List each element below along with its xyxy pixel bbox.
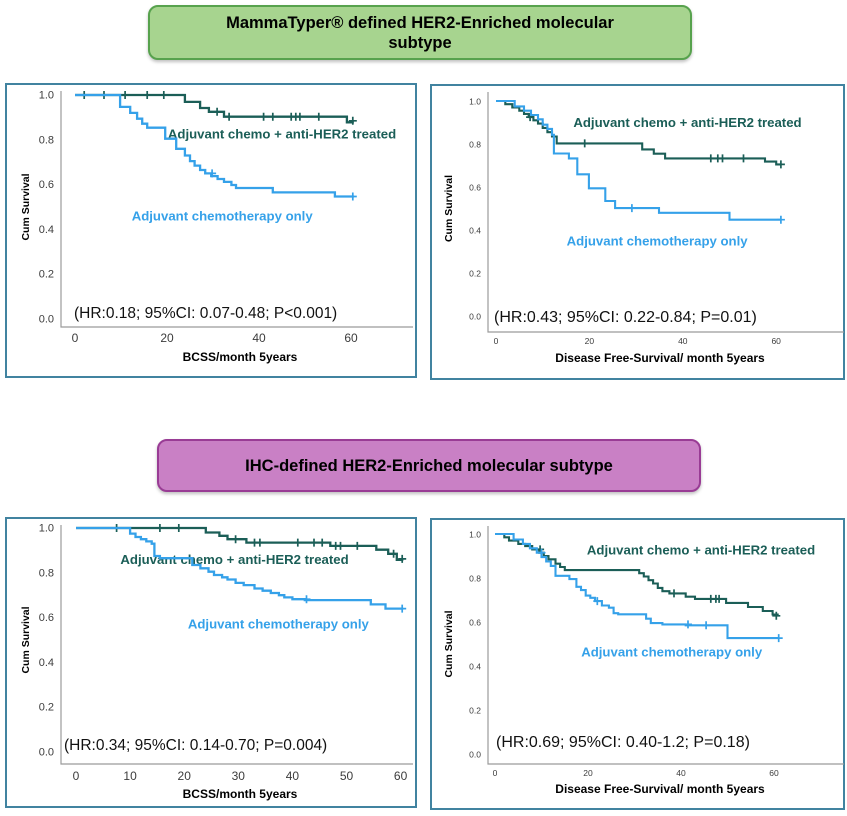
y-axis-label: Cum Survival [443,610,455,677]
x-tick-label: 20 [585,336,595,346]
y-tick-label: 1.0 [469,530,481,540]
x-tick-label: 0 [72,331,79,345]
censor-marks-treated [536,545,781,620]
y-tick-label: 0.6 [39,179,54,191]
x-axis-label: BCSS/month 5years [183,787,298,801]
x-tick-label: 10 [123,769,137,783]
y-tick-label: 0.2 [39,269,54,281]
y-tick-label: 0.0 [39,747,54,759]
km-curve-treated [75,93,354,124]
x-tick-label: 20 [583,768,593,778]
x-tick-label: 20 [160,331,174,345]
y-tick-label: 1.0 [39,523,54,535]
y-tick-label: 0.8 [39,134,54,146]
km-chart-top-right: 0.0 0.2 0.4 0.6 0.8 1.0 0 20 40 60 Disease Free-Su… [443,92,844,365]
axis-lines [60,525,413,765]
x-tick-label: 0 [73,769,80,783]
y-tick-label: 0.6 [39,612,54,624]
x-tick-label: 40 [286,769,300,783]
x-axis-label: Disease Free-Survival/ month 5years [555,351,765,365]
x-tick-label: 50 [340,769,354,783]
series-label-treated: Adjuvant chemo + anti-HER2 treated [168,126,396,141]
stats-text: (HR:0.69; 95%CI: 0.40-1.2; P=0.18) [496,734,750,751]
y-tick-label: 0.0 [39,314,54,326]
y-tick-label: 0.8 [469,574,481,584]
y-tick-label: 0.6 [469,183,481,193]
km-chart-bottom-left: 0.0 0.2 0.4 0.6 0.8 1.0 0 10 20 30 40 50 60 BCSS/mont… [20,523,413,801]
km-panel-top-left: 0.0 0.2 0.4 0.6 0.8 1.0 0 20 40 60 BCSS/month 5yea… [5,83,417,378]
y-tick-label: 0.8 [469,140,481,150]
censor-marks-chemo [537,548,783,643]
km-curve-treated [496,99,781,166]
km-curve-chemo [76,526,404,610]
series-label-chemo: Adjuvant chemotherapy only [581,644,763,659]
km-chart-top-left: 0.0 0.2 0.4 0.6 0.8 1.0 0 20 40 60 BCSS/month 5yea… [20,90,413,364]
x-tick-label: 40 [252,331,266,345]
x-tick-label: 60 [771,336,781,346]
y-axis-label: Cum Survival [20,606,32,673]
series-label-chemo: Adjuvant chemotherapy only [132,208,314,223]
x-tick-label: 60 [344,331,358,345]
series-label-chemo: Adjuvant chemotherapy only [188,617,370,632]
y-axis-label: Cum Survival [20,173,32,240]
axis-lines [60,91,413,328]
banner-mammatyper-line2: subtype [388,33,452,52]
y-tick-label: 0.4 [469,226,481,236]
x-axis-label: Disease Free-Survival/ month 5years [555,782,765,796]
stats-text: (HR:0.34; 95%CI: 0.14-0.70; P=0.004) [64,737,327,754]
y-tick-label: 0.2 [39,702,54,714]
x-axis-label: BCSS/month 5years [183,350,298,364]
censor-marks-chemo [208,169,357,201]
censor-marks-treated [526,113,785,169]
x-tick-label: 40 [676,768,686,778]
km-panel-top-right: 0.0 0.2 0.4 0.6 0.8 1.0 0 20 40 60 Disease Free-Su… [430,84,845,380]
series-label-treated: Adjuvant chemo + anti-HER2 treated [587,543,815,558]
banner-mammatyper-line1: MammaTyper® defined HER2-Enriched molecu… [226,13,614,32]
y-tick-label: 1.0 [39,90,54,102]
series-label-treated: Adjuvant chemo + anti-HER2 treated [573,115,801,130]
censor-marks-chemo [302,595,407,613]
x-tick-label: 40 [678,336,688,346]
y-tick-label: 0.0 [469,312,481,322]
y-tick-label: 0.4 [39,224,54,236]
x-tick-label: 30 [232,769,246,783]
x-tick-label: 0 [493,768,498,778]
y-tick-label: 0.2 [469,706,481,716]
x-tick-label: 20 [178,769,192,783]
axis-lines [487,526,844,765]
y-axis-label: Cum Survival [443,175,455,242]
axis-lines [487,92,844,333]
y-tick-label: 1.0 [469,97,481,107]
series-label-chemo: Adjuvant chemotherapy only [567,233,749,248]
stats-text: (HR:0.18; 95%CI: 0.07-0.48; P<0.001) [74,305,337,322]
x-tick-label: 60 [394,769,408,783]
y-tick-label: 0.6 [469,618,481,628]
series-label-treated: Adjuvant chemo + anti-HER2 treated [120,552,348,567]
y-tick-label: 0.8 [39,567,54,579]
km-panel-bottom-left: 0.0 0.2 0.4 0.6 0.8 1.0 0 10 20 30 40 50 60 BCSS/mont… [5,517,417,808]
km-chart-bottom-right: 0.0 0.2 0.4 0.6 0.8 1.0 0 20 40 60 Disease Free-Su… [443,526,844,796]
banner-ihc-line1: IHC-defined HER2-Enriched molecular subt… [245,456,613,475]
x-tick-label: 0 [494,336,499,346]
banner-mammatyper: MammaTyper® defined HER2-Enriched molecu… [148,5,692,60]
x-tick-label: 60 [769,768,779,778]
y-tick-label: 0.4 [39,657,54,669]
km-curve-chemo [495,532,779,640]
km-panel-bottom-right: 0.0 0.2 0.4 0.6 0.8 1.0 0 20 40 60 Disease Free-Su… [430,518,845,810]
stats-text: (HR:0.43; 95%CI: 0.22-0.84; P=0.01) [494,309,757,326]
y-tick-label: 0.2 [469,269,481,279]
banner-ihc: IHC-defined HER2-Enriched molecular subt… [157,439,701,492]
y-tick-label: 0.4 [469,662,481,672]
y-tick-label: 0.0 [469,750,481,760]
censor-marks-chemo [627,204,785,224]
km-curve-chemo [496,99,781,221]
km-curve-chemo [75,93,354,198]
